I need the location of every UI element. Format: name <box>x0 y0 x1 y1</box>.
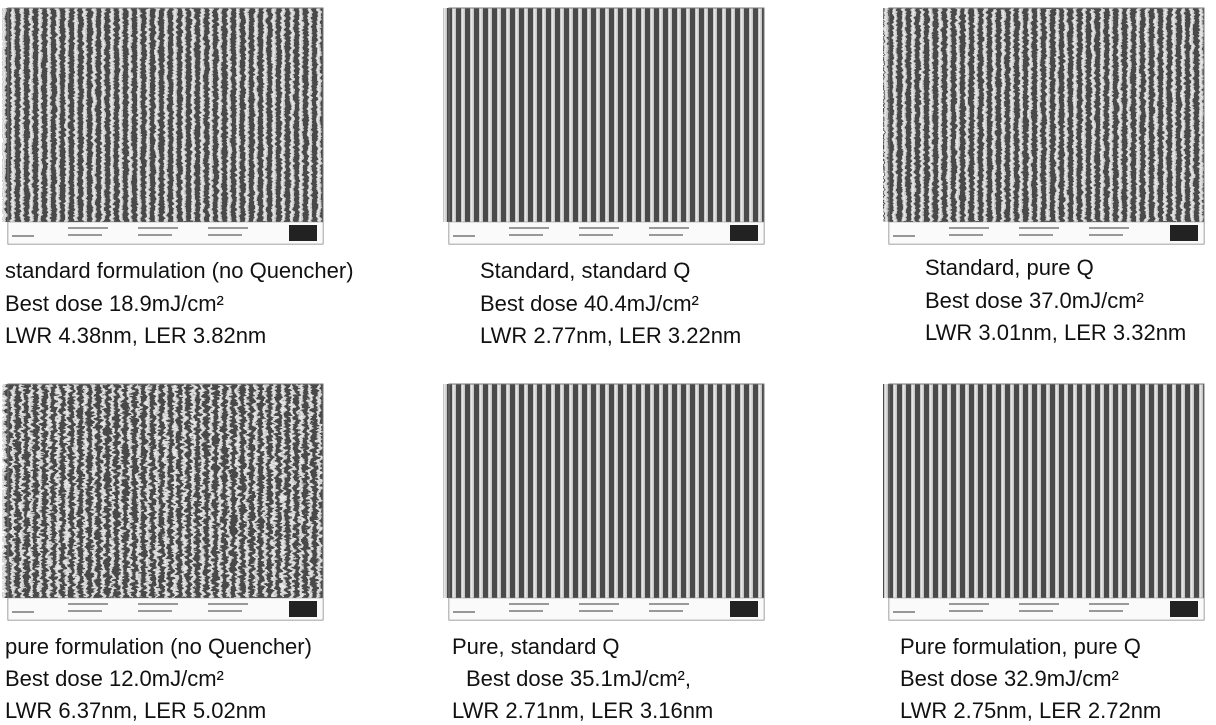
sem-lines <box>2 8 323 222</box>
sem-image <box>443 384 764 620</box>
caption-line: LWR 3.01nm, LER 3.32nm <box>925 320 1186 345</box>
caption-line: Best dose 18.9mJ/cm² <box>5 291 224 316</box>
logo <box>1170 225 1198 241</box>
sem-lines <box>443 384 764 598</box>
info-text-block <box>579 610 613 612</box>
info-text-block <box>649 603 689 605</box>
sem-info-bar <box>8 598 323 620</box>
info-text-block <box>138 227 178 229</box>
caption-line: Standard, standard Q <box>480 258 690 283</box>
caption-line: LWR 2.77nm, LER 3.22nm <box>480 323 741 348</box>
info-text-block <box>1019 234 1053 236</box>
sem-image <box>2 384 323 620</box>
sem-image <box>2 8 323 244</box>
caption-line: Best dose 12.0mJ/cm² <box>5 666 224 691</box>
info-text-block <box>138 610 172 612</box>
info-text-block <box>1019 227 1059 229</box>
info-text-block <box>208 610 242 612</box>
info-text-block <box>949 603 989 605</box>
panel: pure formulation (no Quencher) Best dose … <box>2 384 323 723</box>
info-text-block <box>1019 610 1053 612</box>
info-text-block <box>649 234 683 236</box>
sem-image <box>443 8 764 244</box>
info-text-block <box>1019 603 1059 605</box>
caption-line: standard formulation (no Quencher) <box>5 258 354 283</box>
info-text-block <box>68 234 102 236</box>
info-text-block <box>649 610 683 612</box>
info-text-block <box>138 603 178 605</box>
caption-line: Best dose 32.9mJ/cm² <box>900 666 1119 691</box>
caption-line: LWR 2.71nm, LER 3.16nm <box>452 698 713 723</box>
info-text-block <box>138 234 172 236</box>
info-text-block <box>509 234 543 236</box>
info-text-block <box>509 610 543 612</box>
info-text-block <box>208 603 248 605</box>
info-text-block <box>579 603 619 605</box>
sem-info-bar <box>889 598 1204 620</box>
sem-lines <box>883 8 1204 222</box>
caption-line: Best dose 40.4mJ/cm² <box>480 291 699 316</box>
info-text-block <box>949 610 983 612</box>
sem-image <box>883 8 1204 244</box>
logo <box>1170 601 1198 617</box>
caption-line: Best dose 37.0mJ/cm² <box>925 288 1144 313</box>
caption-line: Pure, standard Q <box>452 634 620 659</box>
panel: standard formulation (no Quencher) Best d… <box>2 8 354 348</box>
info-text-block <box>649 227 689 229</box>
info-text-block <box>68 227 108 229</box>
info-text-block <box>208 227 248 229</box>
sem-lines <box>2 384 323 598</box>
info-text-block <box>509 227 549 229</box>
sem-info-bar <box>449 222 764 244</box>
caption-line: pure formulation (no Quencher) <box>5 634 312 659</box>
caption-line: Pure formulation, pure Q <box>900 634 1141 659</box>
info-text-block <box>1089 603 1129 605</box>
sem-info-bar <box>8 222 323 244</box>
sem-lines <box>883 384 1204 598</box>
logo <box>289 225 317 241</box>
sem-info-bar <box>449 598 764 620</box>
caption-line: LWR 2.75nm, LER 2.72nm <box>900 698 1161 723</box>
sem-lines <box>443 8 764 222</box>
info-text-block <box>1089 227 1129 229</box>
info-text-block <box>949 234 983 236</box>
panel: Standard, pure Q Best dose 37.0mJ/cm² LWR … <box>883 8 1204 345</box>
panel: Pure, standard Q Best dose 35.1mJ/cm², LWR… <box>443 384 764 723</box>
info-text-block <box>1089 234 1123 236</box>
info-text-block <box>579 234 613 236</box>
caption-line: LWR 4.38nm, LER 3.82nm <box>5 323 266 348</box>
logo <box>730 601 758 617</box>
info-text-block <box>579 227 619 229</box>
panel: Standard, standard Q Best dose 40.4mJ/cm²… <box>443 8 764 348</box>
info-text-block <box>1089 610 1123 612</box>
panel: Pure formulation, pure Q Best dose 32.9mJ… <box>883 384 1204 723</box>
info-text-block <box>949 227 989 229</box>
info-text-block <box>68 610 102 612</box>
caption-line: LWR 6.37nm, LER 5.02nm <box>5 698 266 723</box>
info-text-block <box>208 234 242 236</box>
caption-line: Best dose 35.1mJ/cm², <box>466 666 691 691</box>
info-text-block <box>509 603 549 605</box>
sem-image <box>883 384 1204 620</box>
figure: standard formulation (no Quencher) Best d… <box>0 0 1216 725</box>
info-text-block <box>68 603 108 605</box>
logo <box>289 601 317 617</box>
logo <box>730 225 758 241</box>
caption-line: Standard, pure Q <box>925 255 1094 280</box>
sem-info-bar <box>889 222 1204 244</box>
